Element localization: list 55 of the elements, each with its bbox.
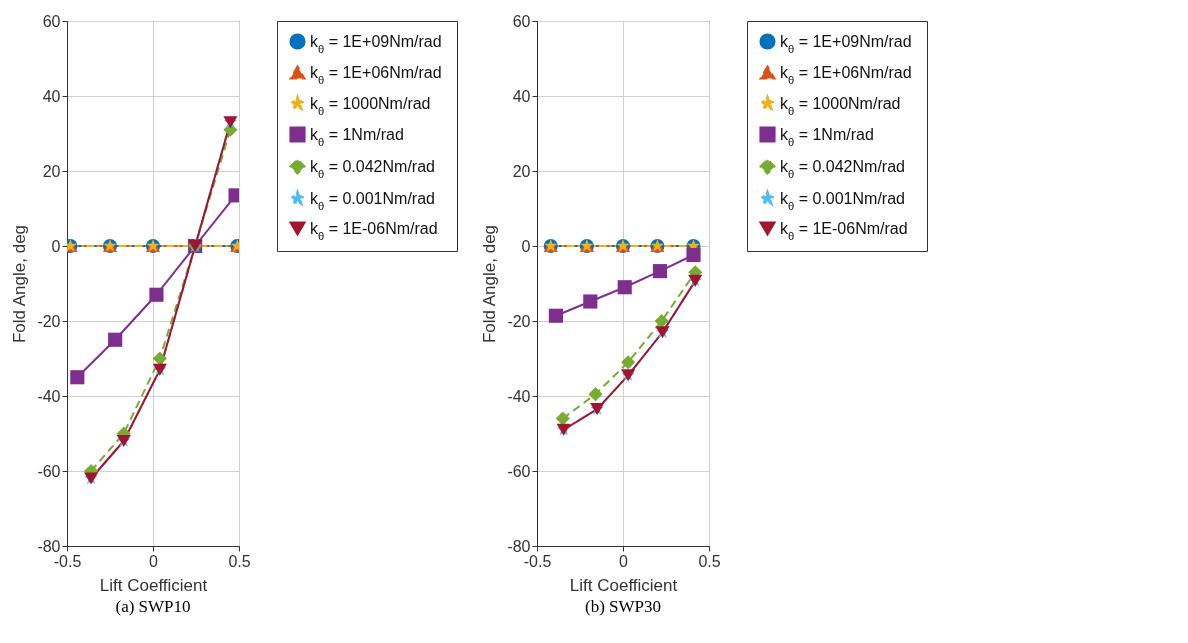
y-tick-label: 60 (512, 12, 531, 30)
legend-label: k$_{θ}$ = 1E+06Nm/rad (310, 63, 442, 86)
y-tick-label: -60 (507, 462, 531, 480)
legend-label: k$_{θ}$ = 1E+09Nm/rad (310, 32, 442, 55)
legend-label: k$_{θ}$ = 1E+06Nm/rad (780, 63, 912, 86)
legend-label: k$_{θ}$ = 0.001Nm/rad (310, 189, 435, 212)
y-tick-label: 20 (512, 162, 531, 180)
point (654, 313, 669, 329)
point (152, 351, 167, 366)
point (621, 355, 636, 370)
point (149, 287, 164, 302)
legend-label: k$_{θ}$ = 1Nm/rad (780, 125, 874, 148)
x-axis-title: Lift Coefficient (99, 575, 208, 595)
y-tick-label: -20 (507, 312, 531, 330)
legend-label: k$_{θ}$ = 0.001Nm/rad (780, 189, 905, 212)
y-tick-label: -60 (37, 462, 61, 480)
y-tick-label: -40 (507, 387, 531, 405)
legend-label: k$_{θ}$ = 1E+09Nm/rad (780, 32, 912, 55)
y-tick-label: 0 (521, 237, 531, 255)
point (555, 411, 570, 426)
x-tick-label: -0.5 (53, 552, 82, 570)
y-axis-title: Fold Angle, deg (10, 224, 30, 344)
x-tick-label: 0.5 (228, 552, 251, 570)
y-tick-label: -40 (37, 387, 61, 405)
y-tick-label: 40 (512, 87, 531, 105)
text: (a) SWP10 (115, 597, 191, 616)
x-tick-label: 0.5 (698, 552, 721, 570)
y-tick-label: -80 (37, 537, 61, 555)
legend-label: k$_{θ}$ = 1000Nm/rad (310, 94, 431, 117)
point (548, 308, 563, 323)
x-tick-label: 0 (149, 552, 159, 570)
point (652, 264, 668, 279)
text: (b) SWP30 (584, 597, 662, 616)
x-tick-label: -0.5 (523, 552, 552, 570)
y-tick-label: 20 (42, 162, 61, 180)
x-tick-label: 0 (619, 552, 629, 570)
point (583, 294, 598, 309)
y-tick-label: -20 (37, 312, 61, 330)
legend-label: k$_{θ}$ = 1000Nm/rad (780, 94, 901, 117)
y-tick-label: -80 (507, 537, 531, 555)
y-tick-label: 60 (42, 12, 61, 30)
y-tick-label: 0 (51, 237, 61, 255)
legend-label: k$_{θ}$ = 0.042Nm/rad (310, 157, 435, 180)
x-axis-title: Lift Coefficient (569, 575, 678, 595)
legend-label: k$_{θ}$ = 1Nm/rad (310, 125, 404, 148)
y-axis-title: Fold Angle, deg (480, 224, 500, 344)
legend-label: k$_{θ}$ = 1E-06Nm/rad (780, 219, 908, 242)
point (70, 370, 85, 385)
point (617, 280, 632, 295)
y-tick-label: 40 (42, 87, 61, 105)
point (686, 247, 701, 263)
point (108, 332, 123, 347)
point (588, 387, 603, 402)
legend-label: k$_{θ}$ = 0.042Nm/rad (780, 157, 905, 180)
legend-label: k$_{θ}$ = 1E-06Nm/rad (310, 219, 438, 242)
